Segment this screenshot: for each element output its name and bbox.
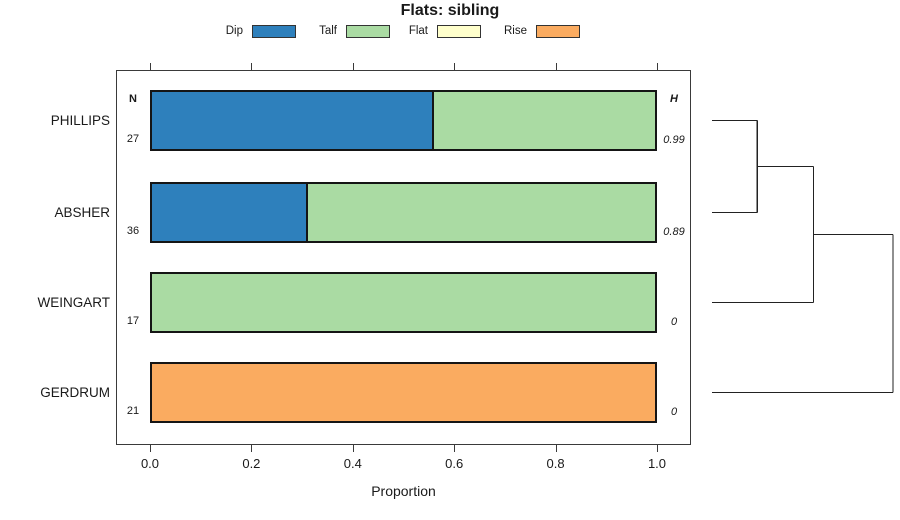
legend-label: Dip bbox=[225, 25, 243, 37]
legend-label: Rise bbox=[503, 25, 527, 37]
tick-mark-top bbox=[251, 63, 253, 70]
x-tick-label: 0.8 bbox=[546, 456, 565, 471]
category-label: PHILLIPS bbox=[50, 112, 110, 128]
h-value: 0.89 bbox=[663, 226, 685, 238]
tick-mark-bottom bbox=[251, 445, 253, 452]
tick-mark-top bbox=[150, 63, 151, 70]
h-column-header: H bbox=[670, 93, 678, 105]
tick-mark-top bbox=[555, 63, 557, 70]
tick-mark-bottom bbox=[352, 445, 354, 452]
tick-mark-bottom bbox=[454, 445, 456, 452]
h-value: 0.99 bbox=[663, 134, 685, 146]
category-label: WEINGART bbox=[37, 294, 110, 310]
bar-segment-dip bbox=[152, 184, 306, 241]
tick-mark-bottom bbox=[555, 445, 557, 452]
tick-mark-bottom bbox=[150, 445, 151, 452]
legend-swatch-flat bbox=[437, 24, 481, 38]
n-column-header: N bbox=[129, 93, 137, 105]
n-value: 17 bbox=[126, 315, 140, 327]
x-tick-label: 0.0 bbox=[140, 456, 160, 471]
legend-entry-rise: Rise bbox=[447, 24, 580, 38]
x-tick-label: 1.0 bbox=[647, 456, 667, 471]
stacked-bar-phillips bbox=[150, 90, 657, 151]
stacked-bar-absher bbox=[150, 182, 657, 243]
bar-segment-talf bbox=[152, 274, 655, 331]
bar-segment-talf bbox=[305, 184, 655, 241]
tick-mark-bottom bbox=[657, 445, 658, 452]
legend-swatch-talf bbox=[346, 24, 390, 38]
category-label: GERDRUM bbox=[40, 384, 110, 400]
category-label: ABSHER bbox=[54, 204, 110, 220]
stacked-bar-weingart bbox=[150, 272, 657, 333]
legend-swatch-rise bbox=[536, 24, 580, 38]
legend-label: Flat bbox=[408, 25, 428, 37]
chart-title: Flats: sibling bbox=[400, 2, 500, 19]
bar-segment-talf bbox=[431, 92, 655, 149]
tick-mark-top bbox=[454, 63, 456, 70]
legend-entry-flat: Flat bbox=[348, 24, 481, 38]
x-axis-title: Proportion bbox=[371, 483, 436, 499]
h-value: 0 bbox=[670, 316, 678, 328]
tick-mark-top bbox=[657, 63, 658, 70]
legend-entry-talf: Talf bbox=[257, 24, 390, 38]
bar-segment-rise bbox=[152, 364, 655, 421]
tick-mark-top bbox=[352, 63, 354, 70]
legend-swatch-dip bbox=[252, 24, 296, 38]
n-value: 27 bbox=[126, 133, 140, 145]
n-value: 36 bbox=[126, 225, 140, 237]
stacked-bar-gerdrum bbox=[150, 362, 657, 423]
legend-label: Talf bbox=[319, 25, 337, 37]
bar-segment-dip bbox=[152, 92, 432, 149]
x-tick-label: 0.4 bbox=[343, 456, 362, 471]
n-value: 21 bbox=[126, 405, 140, 417]
plot-frame bbox=[116, 70, 691, 445]
legend-entry-dip: Dip bbox=[163, 24, 296, 38]
h-value: 0 bbox=[670, 406, 678, 418]
x-tick-label: 0.6 bbox=[445, 456, 464, 471]
x-tick-label: 0.2 bbox=[242, 456, 261, 471]
